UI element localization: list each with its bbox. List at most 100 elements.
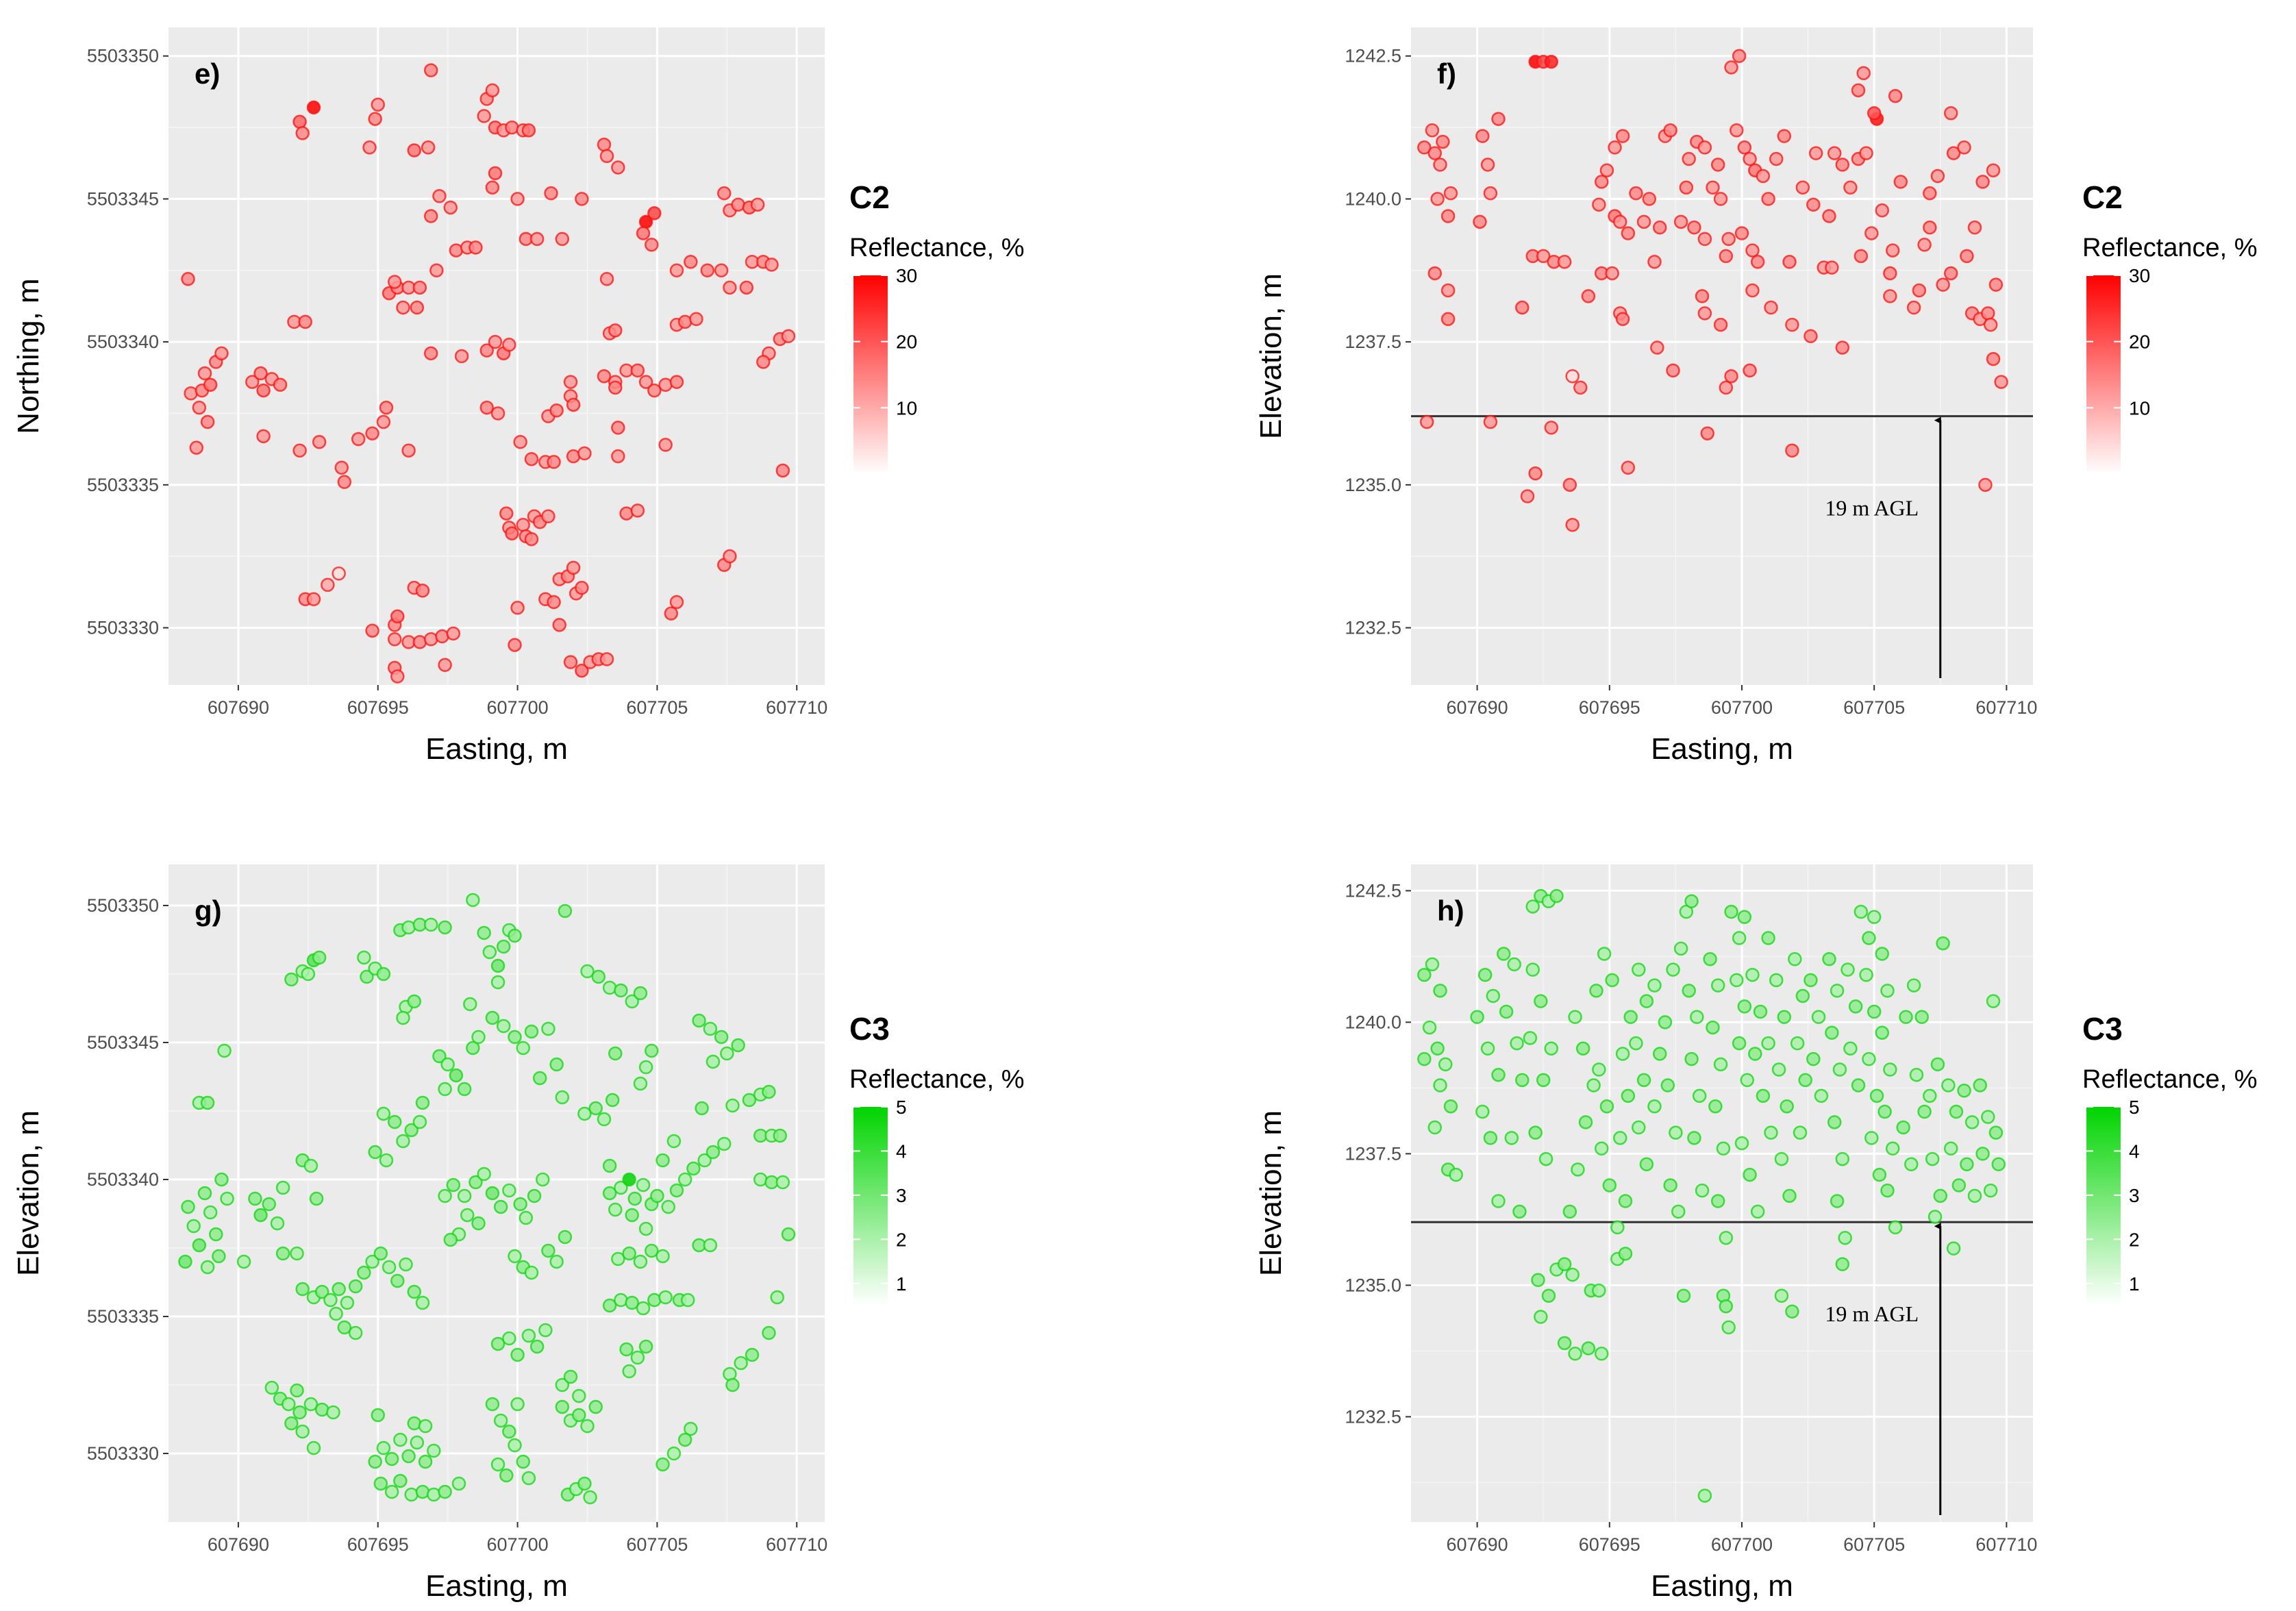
data-point xyxy=(1732,931,1747,945)
data-point xyxy=(636,226,651,240)
data-point xyxy=(656,1153,670,1168)
data-point xyxy=(1687,1131,1701,1145)
data-point xyxy=(1504,1131,1519,1145)
data-point xyxy=(1623,1010,1638,1024)
data-point xyxy=(725,1098,740,1113)
data-point xyxy=(438,1484,452,1499)
y-tick-label: 1237.5 xyxy=(1345,332,1401,352)
data-point xyxy=(1896,1120,1910,1135)
data-point xyxy=(186,1219,201,1234)
data-point xyxy=(1594,1141,1609,1156)
data-point xyxy=(1764,300,1778,315)
data-point xyxy=(1793,1125,1808,1140)
data-point xyxy=(505,526,519,541)
data-point xyxy=(1440,312,1456,326)
data-point xyxy=(677,1432,692,1447)
data-point xyxy=(1880,1183,1895,1198)
data-point xyxy=(1960,1157,1974,1172)
data-point xyxy=(1761,1036,1775,1051)
data-point xyxy=(1536,1073,1551,1088)
plot-background xyxy=(1411,864,2033,1522)
data-point xyxy=(1761,931,1775,945)
data-point xyxy=(368,1454,382,1469)
data-point xyxy=(1528,466,1543,481)
data-point xyxy=(443,200,458,215)
data-point xyxy=(684,255,698,269)
data-point xyxy=(1430,1041,1445,1056)
data-point xyxy=(502,1183,516,1198)
data-point xyxy=(1848,999,1863,1014)
data-point xyxy=(275,1180,290,1195)
data-point xyxy=(1927,1210,1943,1224)
data-point xyxy=(1682,984,1696,998)
data-point xyxy=(1534,994,1548,1008)
data-point xyxy=(1605,973,1619,988)
data-point xyxy=(485,1397,500,1412)
data-point xyxy=(1936,277,1950,292)
data-point xyxy=(1732,1036,1747,1051)
legend-color-bar xyxy=(853,275,888,474)
data-point xyxy=(1703,951,1717,966)
data-point xyxy=(622,1172,636,1187)
data-point xyxy=(1806,1051,1821,1066)
data-point xyxy=(1906,978,1921,992)
x-tick-label: 607710 xyxy=(1975,1534,2037,1555)
data-point xyxy=(669,595,684,610)
data-point xyxy=(1666,962,1680,977)
data-point xyxy=(658,438,673,452)
data-point xyxy=(1838,1231,1852,1245)
data-point xyxy=(1745,243,1760,258)
x-tick-label: 607690 xyxy=(1447,697,1508,718)
x-tick-label: 607705 xyxy=(626,1534,688,1555)
data-point xyxy=(1549,888,1564,903)
data-point xyxy=(1875,1025,1890,1040)
data-point xyxy=(1867,105,1882,121)
data-point xyxy=(1788,951,1802,966)
legend-tick-label: 30 xyxy=(896,265,917,286)
data-point xyxy=(212,1249,226,1264)
data-point xyxy=(376,414,391,429)
x-axis-title: Easting, m xyxy=(425,732,568,766)
data-point xyxy=(630,1350,645,1365)
panel-label: h) xyxy=(1437,895,1464,927)
data-point xyxy=(1417,968,1432,982)
data-point xyxy=(577,1106,592,1121)
data-point xyxy=(1690,1010,1704,1024)
data-point xyxy=(1946,1241,1961,1256)
data-point xyxy=(493,1413,508,1428)
data-point xyxy=(301,966,316,982)
data-point xyxy=(200,1260,215,1275)
data-point xyxy=(362,140,377,155)
data-point xyxy=(1730,973,1744,988)
data-point xyxy=(410,300,425,315)
data-point xyxy=(633,1076,648,1091)
data-point xyxy=(423,346,438,361)
data-point xyxy=(1869,1088,1884,1103)
data-point xyxy=(773,1128,788,1143)
data-point xyxy=(1862,931,1876,945)
data-point xyxy=(1750,1204,1765,1219)
y-tick-label: 1235.0 xyxy=(1345,475,1401,495)
data-point xyxy=(549,403,564,418)
panel-f: 607690 607695 607700 607705 607710 1232.5 1235… xyxy=(1254,27,2258,766)
data-point xyxy=(396,1010,410,1025)
data-point xyxy=(1885,243,1900,258)
data-point xyxy=(622,1246,636,1261)
data-point xyxy=(555,232,570,247)
y-axis-title: Elevation, m xyxy=(1254,1110,1288,1276)
data-point xyxy=(1981,1110,1995,1124)
data-point xyxy=(1904,1157,1919,1172)
data-point xyxy=(647,383,662,398)
data-point xyxy=(536,1172,550,1187)
data-point xyxy=(423,63,438,77)
data-point xyxy=(415,1095,430,1110)
data-point xyxy=(1750,255,1765,269)
data-point xyxy=(1618,1194,1633,1208)
data-point xyxy=(510,192,525,206)
data-point xyxy=(284,1416,299,1431)
data-point xyxy=(1671,1204,1686,1219)
data-point xyxy=(1697,306,1712,321)
data-point xyxy=(1669,1125,1683,1140)
data-point xyxy=(415,1484,430,1499)
data-point xyxy=(387,632,402,647)
